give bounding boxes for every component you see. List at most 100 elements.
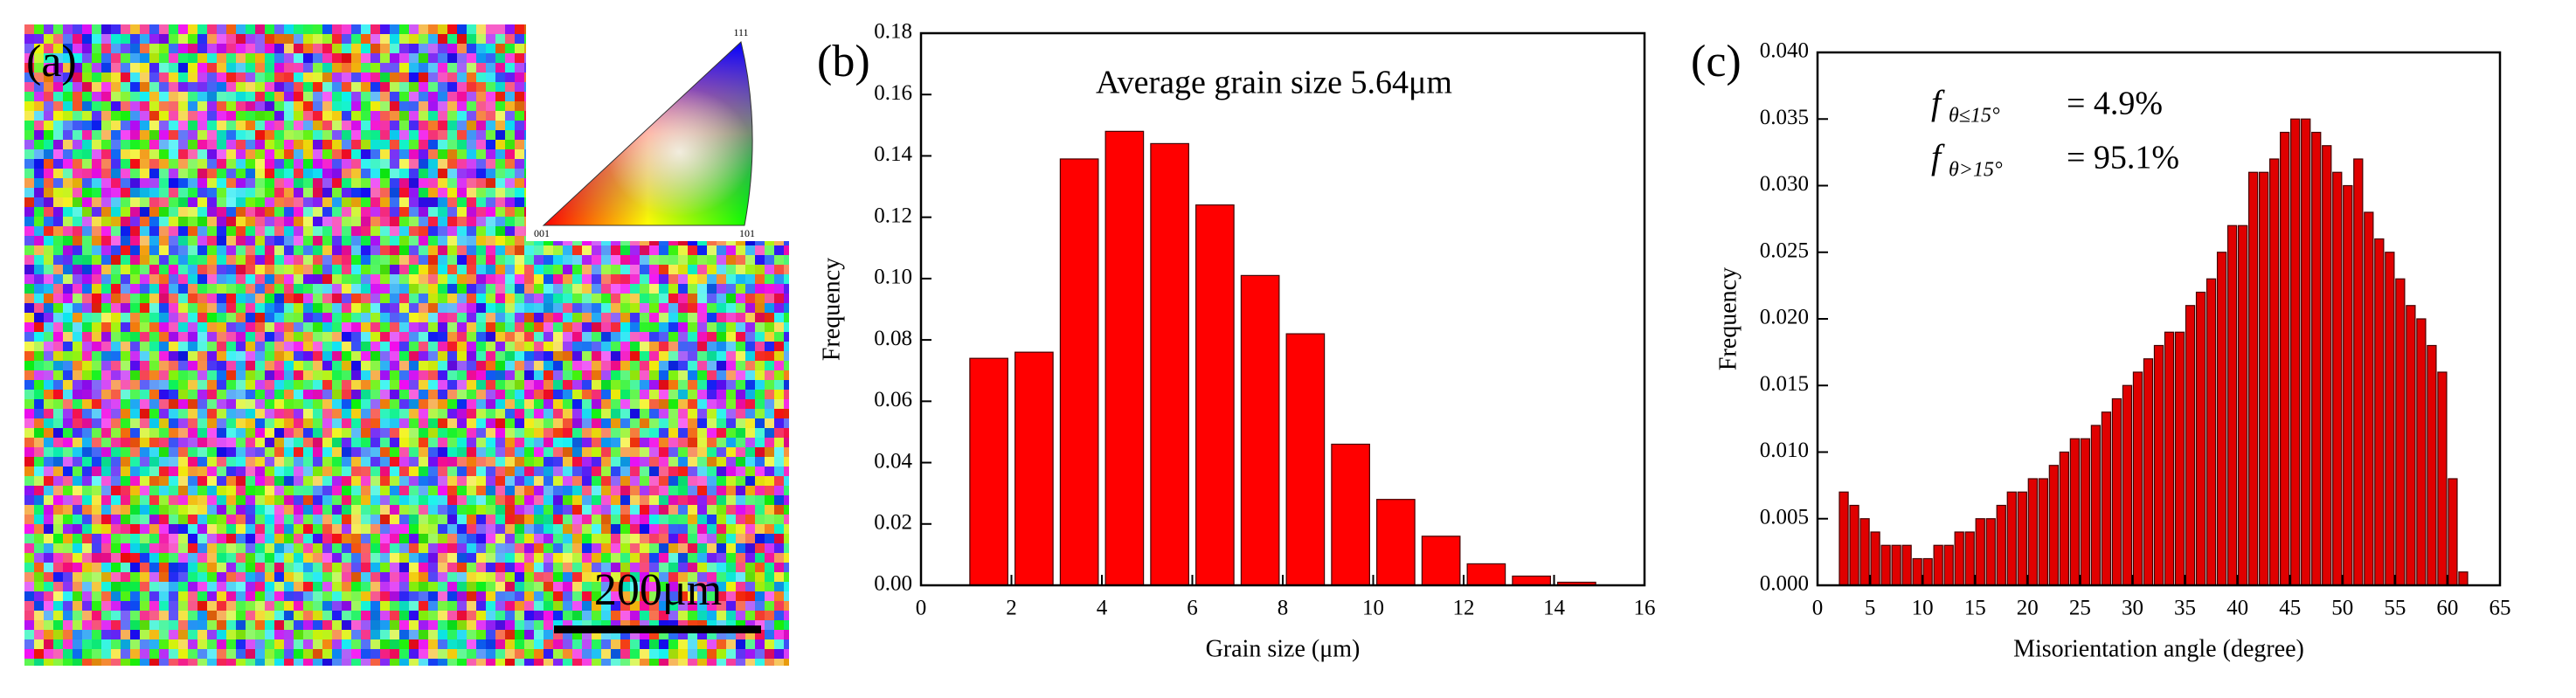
bar [1421,536,1461,586]
bar [2427,344,2437,586]
bar [1285,333,1326,586]
bar [2406,305,2416,586]
y-tick-label: 0.08 [874,327,912,350]
bar [2343,184,2353,586]
y-tick-label: 0.10 [874,266,912,289]
bar [1104,130,1145,586]
bar [1870,531,1880,586]
x-tick-label: 15 [1964,597,1986,620]
bar [2226,225,2238,586]
bar [2353,158,2364,586]
bar [2206,278,2217,586]
x-tick-label: 16 [1634,597,1656,620]
bar [2027,478,2038,586]
x-tick-label: 10 [1362,597,1384,620]
annotation-text: = 95.1% [2067,140,2179,176]
bar [2216,252,2227,586]
bar [2195,291,2206,586]
x-tick-label: 65 [2489,597,2511,620]
y-tick-label: 0.025 [1760,238,1809,262]
x-tick-label: 14 [1543,597,1566,620]
bar [1195,204,1235,586]
annotation-subscript: θ≤15° [1949,105,2000,128]
bar [1954,531,1964,586]
x-axis-label: Grain size (μm) [1206,635,1361,662]
scale-bar-label: 200μm [594,565,722,615]
bar [1922,557,1933,586]
bar [2448,478,2458,586]
bar [1912,557,1922,586]
y-tick-label: 0.02 [874,511,912,535]
x-tick-label: 4 [1097,597,1108,620]
bar [2101,411,2112,586]
scale-bar [554,625,761,633]
y-tick-label: 0.010 [1760,439,1809,462]
ipf-label: 001 [534,227,550,239]
x-tick-label: 20 [2017,597,2039,620]
bar [2311,131,2322,586]
bar [2280,131,2290,586]
bar [2006,491,2017,586]
bar [1466,563,1506,586]
bar [2385,252,2395,586]
x-tick-label: 12 [1453,597,1475,620]
x-tick-label: 8 [1278,597,1289,620]
annotation-symbol: f [1931,137,1945,176]
y-tick-label: 0.18 [874,20,912,44]
y-tick-label: 0.14 [874,142,912,166]
bar [2259,171,2269,586]
y-tick-label: 0.00 [874,572,912,596]
bar [2164,331,2175,586]
bar [1059,158,1099,586]
bar [2416,318,2427,586]
x-axis-label: Misorientation angle (degree) [2013,635,2304,662]
x-tick-label: 25 [2069,597,2091,620]
bar [1376,499,1416,586]
bar [2059,451,2070,586]
annotation-symbol: f [1931,83,1945,122]
x-tick-label: 5 [1865,597,1876,620]
bar [1880,544,1891,586]
ipf-label: 101 [739,227,755,239]
y-tick-label: 0.030 [1760,172,1809,196]
bar [2332,171,2343,586]
y-tick-label: 0.04 [874,449,912,473]
bar [1849,504,1859,586]
bar [2038,478,2048,586]
bar [1859,518,1870,586]
bar [2111,397,2122,586]
annotation-subscript: θ>15° [1949,159,2003,182]
y-tick-label: 0.06 [874,388,912,411]
bar [1839,491,1849,586]
bar [1512,575,1551,586]
bar [2458,571,2469,586]
bar [969,357,1008,586]
x-tick-label: 10 [1912,597,1934,620]
x-tick-label: 6 [1187,597,1198,620]
bar [2301,118,2311,586]
bar [1240,274,1280,586]
bar [2395,278,2406,586]
x-tick-label: 30 [2122,597,2143,620]
bar [1901,544,1912,586]
y-tick-label: 0.16 [874,81,912,105]
bar [2322,145,2332,586]
x-tick-label: 60 [2436,597,2458,620]
y-tick-label: 0.040 [1760,39,1809,63]
bar [2122,384,2133,586]
x-tick-label: 40 [2226,597,2248,620]
x-tick-label: 0 [916,597,927,620]
panel-label: (c) [1691,37,1742,86]
bar [2269,158,2280,586]
panel-label: (a) [26,37,77,86]
bar [1985,518,1996,586]
bar [2069,438,2081,586]
bar [2080,438,2091,586]
y-axis-label: Frequency [818,258,845,361]
chart-title: Average grain size 5.64μm [1096,65,1452,101]
bar [2247,171,2259,586]
bar [2132,371,2143,586]
bar [1996,504,2006,586]
bar [1150,142,1189,586]
